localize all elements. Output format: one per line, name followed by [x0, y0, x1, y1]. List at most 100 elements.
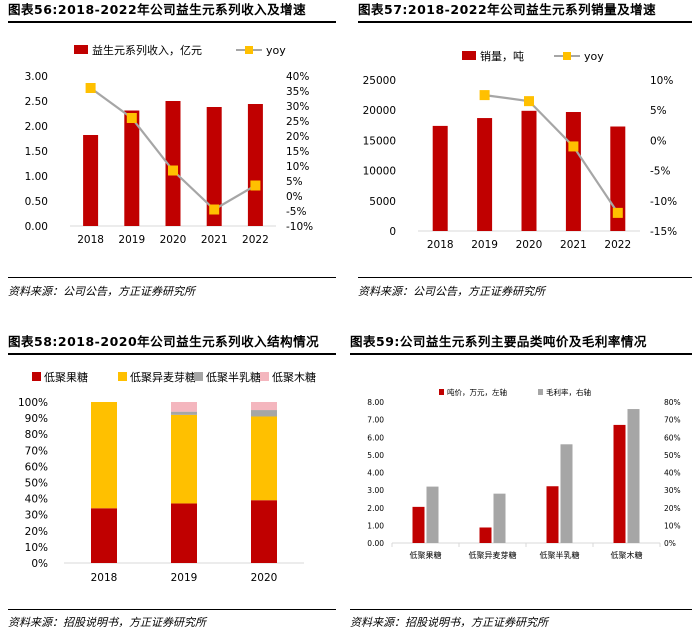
- y-left-tick-label: 5000: [369, 196, 396, 208]
- y-tick-label: 30%: [25, 510, 48, 522]
- y-right-tick-label: 15%: [286, 146, 309, 158]
- legend-swatch: [260, 372, 269, 381]
- source-rule: [8, 609, 336, 610]
- x-tick-label: 低聚异麦芽糖: [469, 550, 517, 560]
- y-right-tick-label: -15%: [650, 226, 677, 238]
- bar: [477, 118, 493, 231]
- y-right-tick-label: 0%: [664, 539, 676, 548]
- y-right-tick-label: -10%: [650, 196, 677, 208]
- legend-label: yoy: [266, 44, 286, 57]
- bar-margin: [426, 486, 439, 543]
- y-left-tick-label: 3.00: [25, 71, 48, 83]
- y-right-tick-label: 10%: [650, 75, 673, 87]
- legend-swatch: [538, 389, 543, 395]
- y-right-tick-label: 5%: [650, 105, 667, 117]
- legend-label: 低聚半乳糖: [206, 370, 261, 384]
- y-right-tick-label: 20%: [286, 131, 309, 143]
- y-left-tick-label: 25000: [363, 75, 396, 87]
- bar-margin: [560, 444, 573, 543]
- chart-source: 资料来源：公司公告，方正证券研究所: [358, 285, 545, 298]
- bar: [206, 107, 222, 226]
- bar: [124, 110, 140, 226]
- y-right-tick-label: 40%: [286, 71, 309, 83]
- y-right-tick-label: 5%: [286, 176, 303, 188]
- x-tick-label: 2020: [251, 572, 278, 584]
- chart-58-svg: 0% 10% 20% 30% 40% 50% 60% 70% 80% 90% 100% 2018 201…: [18, 370, 316, 584]
- y-tick-label: 40%: [25, 494, 48, 506]
- y-left-tick-label: 0.00: [367, 539, 384, 548]
- title-rule: [8, 21, 336, 23]
- y-right-tick-label: 35%: [286, 86, 309, 98]
- chart-title: 图表59:公司益生元系列主要品类吨价及毛利率情况: [350, 334, 647, 349]
- chart-panel-57: 图表57:2018-2022年公司益生元系列销量及增速 0 5000 10000 15…: [358, 0, 696, 300]
- legend-swatch: [194, 372, 203, 381]
- x-tick-label: 低聚半乳糖: [540, 550, 580, 560]
- bar-margin: [627, 409, 640, 543]
- y-left-tick-label: 6.00: [367, 433, 384, 442]
- y-right-tick-label: 10%: [664, 521, 681, 530]
- source-rule: [358, 277, 692, 278]
- legend-label: 低聚异麦芽糖: [130, 370, 196, 384]
- bar-price: [479, 527, 492, 543]
- y-tick-label: 80%: [25, 429, 48, 441]
- y-right-tick-label: 50%: [664, 451, 681, 460]
- y-right-tick-label: 30%: [286, 101, 309, 113]
- y-tick-label: 10%: [25, 542, 48, 554]
- stacked-bar-segment: [251, 402, 277, 411]
- stacked-bar-segment: [171, 503, 197, 563]
- legend-label: 低聚果糖: [44, 370, 88, 384]
- legend-label: 益生元系列收入，亿元: [92, 43, 202, 57]
- stacked-bar-segment: [251, 416, 277, 501]
- x-tick-label: 2020: [160, 234, 187, 246]
- bar: [247, 104, 263, 226]
- y-tick-label: 70%: [25, 445, 48, 457]
- y-right-tick-label: 30%: [664, 486, 681, 495]
- y-right-tick-label: 0%: [650, 135, 667, 147]
- bar-price: [546, 486, 559, 543]
- stacked-bar-segment: [251, 500, 277, 563]
- stacked-bar-segment: [91, 402, 117, 509]
- x-tick-label: 2021: [201, 234, 228, 246]
- y-right-tick-label: 60%: [664, 433, 681, 442]
- legend-swatch: [439, 389, 444, 395]
- y-left-tick-label: 1.00: [25, 171, 48, 183]
- x-tick-label: 2020: [516, 239, 543, 251]
- y-left-tick-label: 8.00: [367, 398, 384, 407]
- y-right-tick-label: -5%: [650, 166, 670, 178]
- legend-label: 毛利率，右轴: [546, 387, 591, 397]
- x-tick-label: 低聚果糖: [410, 550, 442, 560]
- legend-label: 销量，吨: [480, 49, 524, 63]
- yoy-marker: [85, 83, 96, 93]
- x-tick-label: 2018: [91, 572, 118, 584]
- x-tick-label: 2022: [604, 239, 631, 251]
- x-tick-label: 2019: [471, 239, 498, 251]
- chart-title: 图表57:2018-2022年公司益生元系列销量及增速: [358, 2, 657, 17]
- y-right-tick-label: 40%: [664, 469, 681, 478]
- y-left-tick-label: 0.00: [25, 221, 48, 233]
- legend-label: 低聚木糖: [272, 370, 316, 384]
- yoy-marker: [126, 113, 137, 123]
- source-rule: [350, 609, 692, 610]
- y-left-tick-label: 0.50: [25, 196, 48, 208]
- stacked-bar-segment: [171, 414, 197, 504]
- y-left-tick-label: 5.00: [367, 451, 384, 460]
- legend-swatch-marker: [245, 46, 253, 54]
- y-left-tick-label: 2.00: [25, 121, 48, 133]
- yoy-marker: [524, 96, 534, 107]
- bar: [83, 135, 99, 226]
- y-left-tick-label: 7.00: [367, 416, 384, 425]
- y-left-tick-label: 10000: [363, 166, 396, 178]
- bar-margin: [493, 493, 506, 543]
- y-left-tick-label: 15000: [363, 135, 396, 147]
- x-tick-label: 低聚木糖: [611, 550, 643, 560]
- bar: [521, 110, 537, 231]
- y-right-tick-label: 25%: [286, 116, 309, 128]
- chart-source: 资料来源：招股说明书，方正证券研究所: [350, 616, 548, 629]
- y-left-tick-label: 2.50: [25, 96, 48, 108]
- y-right-tick-label: 0%: [286, 191, 303, 203]
- stacked-bar-segment: [251, 410, 277, 417]
- y-left-tick-label: 20000: [363, 105, 396, 117]
- y-left-tick-label: 1.00: [367, 521, 384, 530]
- yoy-marker: [612, 207, 623, 218]
- chart-source: 资料来源：招股说明书，方正证券研究所: [8, 616, 206, 629]
